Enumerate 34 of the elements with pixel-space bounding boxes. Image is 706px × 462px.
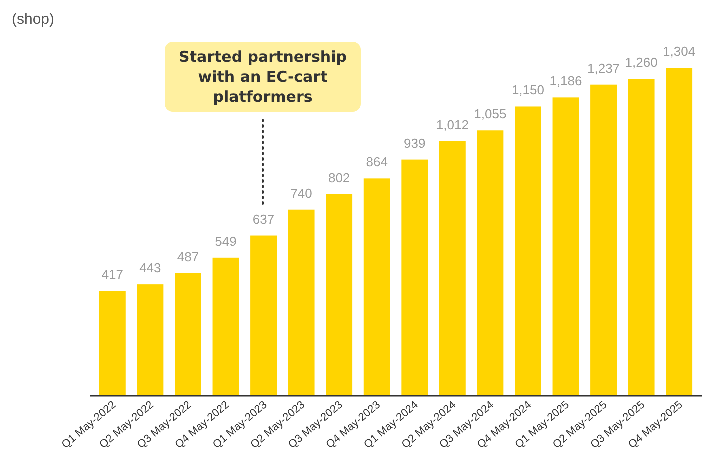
data-label: 443 — [140, 260, 162, 276]
bar — [326, 194, 353, 396]
bar — [212, 258, 240, 396]
bar — [666, 68, 693, 396]
data-label: 864 — [366, 154, 388, 170]
data-label: 939 — [404, 136, 426, 151]
bar — [477, 130, 504, 396]
bar — [364, 178, 390, 396]
data-label: 1,260 — [625, 55, 658, 70]
bar — [590, 84, 617, 396]
bar — [250, 236, 277, 396]
data-label: 1,237 — [588, 60, 620, 76]
data-label: 637 — [252, 212, 275, 227]
data-label: 802 — [328, 170, 350, 186]
bar — [99, 291, 126, 396]
annotation: Started partnership with an EC-cart platformers — [179, 48, 348, 106]
data-label: 1,304 — [663, 44, 696, 59]
data-label: 1,150 — [512, 82, 544, 98]
bar — [175, 274, 202, 396]
y-axis-title: (shop) — [12, 11, 55, 28]
data-label: 549 — [215, 234, 237, 249]
bar — [137, 284, 164, 396]
bar — [628, 79, 655, 396]
bar — [439, 141, 466, 396]
data-label: 1,186 — [550, 74, 582, 89]
data-label: 1,055 — [474, 106, 507, 122]
bar — [552, 98, 580, 396]
data-label: 487 — [177, 250, 200, 265]
bar — [402, 160, 428, 396]
data-label: 417 — [102, 267, 124, 282]
data-label: 1,012 — [436, 117, 469, 132]
data-label: 740 — [290, 186, 312, 201]
bar — [288, 210, 315, 396]
bar — [515, 106, 542, 396]
